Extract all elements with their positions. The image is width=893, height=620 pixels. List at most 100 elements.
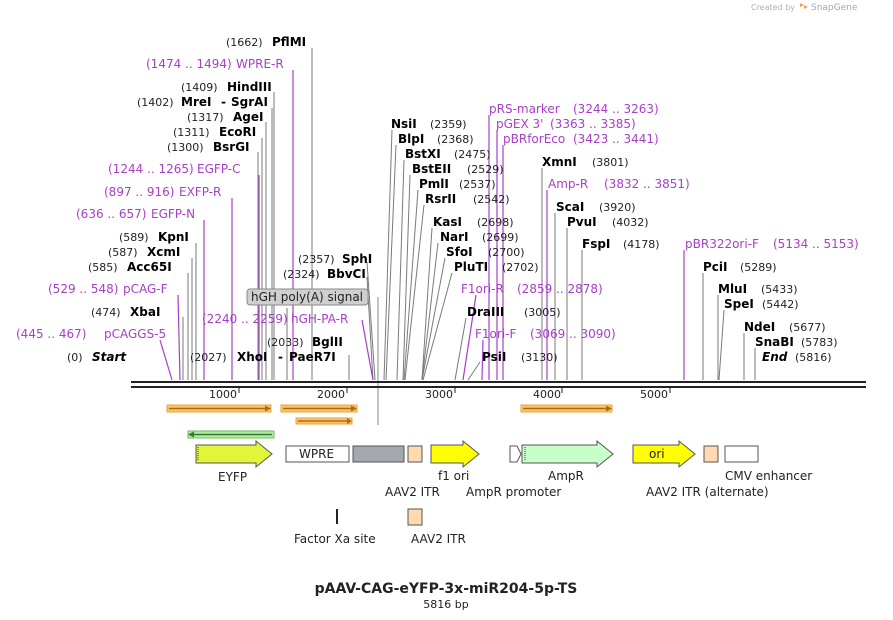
primer-name: EGFP-C: [197, 162, 240, 176]
site-label-pluti[interactable]: PluTI (2702): [454, 260, 539, 274]
site-label-kasi[interactable]: KasI (2698): [433, 215, 514, 229]
site-label-rsrii[interactable]: RsrII (2542): [425, 192, 510, 206]
feature-aav2-itr-alt[interactable]: AAV2 ITR (alternate): [646, 445, 769, 499]
site-name: SpeI: [724, 297, 754, 311]
site-name: HindIII: [227, 80, 272, 94]
site-label-snabi[interactable]: SnaBI (5783): [755, 335, 838, 349]
primer-label-f1ori-r[interactable]: F1ori-R (2859 .. 2878): [461, 282, 603, 296]
hgh-polya-callout[interactable]: hGH poly(A) signal: [246, 288, 379, 425]
legend-factor-xa[interactable]: Factor Xa site: [294, 509, 376, 546]
site-sep: -: [278, 350, 283, 364]
legend-label: AAV2 ITR: [411, 532, 466, 546]
itr-alt-box: [703, 445, 719, 463]
primer-label-egfp-n[interactable]: (636 .. 657) EGFP-N: [76, 207, 195, 221]
primer-name: hGH-PA-R: [291, 312, 348, 326]
site-label-nari[interactable]: NarI (2699): [440, 230, 519, 244]
ampr-promoter-arrow: [509, 445, 522, 463]
site-label-psii[interactable]: PsiI (3130): [482, 350, 558, 364]
primer-range: (3069 .. 3090): [530, 327, 616, 341]
primer-label-hgh-pa-r[interactable]: (2240 .. 2259) hGH-PA-R: [202, 312, 348, 326]
site-name: PvuI: [567, 215, 597, 229]
primer-label-pcag-f[interactable]: (529 .. 548) pCAG-F: [48, 282, 168, 296]
site-label-nsii[interactable]: NsiI (2359): [391, 117, 467, 131]
feature-cmv-enhancer[interactable]: CMV enhancer: [724, 445, 812, 483]
misc-arrow-2[interactable]: [280, 404, 358, 413]
primer-label-egfp-c[interactable]: (1244 .. 1265) EGFP-C: [108, 162, 240, 176]
ruler-tick: 2000: [317, 388, 345, 401]
primer-label-pcaggs-5[interactable]: (445 .. 467) pCAGGS-5: [16, 327, 166, 341]
site-name: Acc65I: [127, 260, 172, 274]
site-label-scai[interactable]: ScaI (3920): [556, 200, 636, 214]
site-label-pmli[interactable]: PmlI (2537): [419, 177, 496, 191]
site-label-fspi[interactable]: FspI (4178): [582, 237, 660, 251]
primer-label-pgex-3[interactable]: pGEX 3' (3363 .. 3385): [496, 117, 636, 131]
primer-name: Amp-R: [548, 177, 588, 191]
site-label-ndei[interactable]: NdeI (5677): [744, 320, 826, 334]
primer-label-amp-r[interactable]: Amp-R (3832 .. 3851): [548, 177, 690, 191]
site-label-ecori[interactable]: (1311) EcoRI: [173, 125, 256, 139]
site-label-bsteii[interactable]: BstEII (2529): [412, 162, 504, 176]
site-label-draiii[interactable]: DraIII (3005): [467, 305, 561, 319]
feature-label: ori: [649, 447, 665, 461]
site-label-pcii[interactable]: PciI (5289): [703, 260, 777, 274]
legend-aav2-itr[interactable]: AAV2 ITR: [407, 508, 466, 546]
site-label-end[interactable]: End (5816): [762, 350, 832, 364]
site-pos: (1317): [187, 111, 224, 124]
site-pos: (5289): [740, 261, 777, 274]
site-label-kpni[interactable]: (589) KpnI: [119, 230, 189, 244]
primer-label-f1ori-f[interactable]: F1ori-F (3069 .. 3090): [475, 327, 616, 341]
site-label-blpi[interactable]: BlpI (2368): [398, 132, 474, 146]
ampr-arrow: [521, 439, 614, 469]
site-name: PsiI: [482, 350, 506, 364]
site-label-xhoi[interactable]: (2027) XhoI - PaeR7I: [190, 350, 336, 364]
feature-ampr-promoter[interactable]: AmpR promoter: [466, 445, 561, 499]
site-name: NarI: [440, 230, 469, 244]
feature-hgh-polya[interactable]: [352, 445, 405, 463]
site-pos: (2542): [473, 193, 510, 206]
site-name: BbvCI: [327, 267, 366, 281]
site-label-sfoi[interactable]: SfoI (2700): [446, 245, 525, 259]
primer-range: (5134 .. 5153): [773, 237, 859, 251]
primer-label-wpre-r[interactable]: (1474 .. 1494) WPRE-R: [146, 57, 284, 71]
site-label-pvui[interactable]: PvuI (4032): [567, 215, 649, 229]
feature-eyfp[interactable]: EYFP: [195, 439, 273, 484]
site-label-bglii[interactable]: (2033) BglII: [267, 335, 343, 349]
feature-f1-ori[interactable]: f1 ori: [430, 439, 480, 483]
primer-name: pCAGGS-5: [104, 327, 166, 341]
feature-wpre[interactable]: WPRE: [285, 445, 350, 463]
site-pos: (3920): [599, 201, 636, 214]
primer-label-pbr322ori-f[interactable]: pBR322ori-F (5134 .. 5153): [685, 237, 859, 251]
site-label-agei[interactable]: (1317) AgeI: [187, 110, 263, 124]
cmv-box: [724, 445, 759, 463]
feature-ori[interactable]: ori: [632, 439, 696, 469]
primer-label-exfp-r[interactable]: (897 .. 916) EXFP-R: [104, 185, 221, 199]
site-label-pflmi[interactable]: (1662) PflMI: [226, 35, 306, 49]
site-label-xmni[interactable]: XmnI (3801): [542, 155, 629, 169]
primer-range: (3832 .. 3851): [604, 177, 690, 191]
misc-arrow-3[interactable]: [295, 417, 353, 425]
site-label-bstxi[interactable]: BstXI (2475): [405, 147, 491, 161]
misc-arrow-4[interactable]: [520, 404, 613, 413]
primer-label-prs-marker[interactable]: pRS-marker (3244 .. 3263): [489, 102, 659, 116]
site-label-spei[interactable]: SpeI (5442): [724, 297, 799, 311]
site-label-start[interactable]: (0) Start: [67, 350, 127, 364]
site-label-bsrgi[interactable]: (1300) BsrGI: [167, 140, 250, 154]
site-label-sphi[interactable]: (2357) SphI: [298, 252, 372, 266]
callout-box: [246, 288, 369, 306]
site-label-srei[interactable]: (1402) MreI - SgrAI: [137, 95, 268, 109]
primer-label-pbrforeco[interactable]: pBRforEco (3423 .. 3441): [503, 132, 659, 146]
site-label-xcmi[interactable]: (587) XcmI: [108, 245, 180, 259]
site-label-mlui[interactable]: MluI (5433): [718, 282, 798, 296]
site-name: Start: [92, 350, 127, 364]
site-pos: (585): [88, 261, 118, 274]
feature-label: AAV2 ITR: [385, 485, 440, 499]
site-label-hindiii[interactable]: (1409) HindIII: [181, 80, 272, 94]
feature-aav2-itr[interactable]: AAV2 ITR: [385, 445, 440, 499]
misc-arrow-1[interactable]: [166, 404, 272, 413]
green-reverse-arrow[interactable]: [187, 430, 275, 439]
site-label-xbai[interactable]: (474) XbaI: [91, 305, 160, 319]
feature-ampr[interactable]: AmpR: [521, 439, 614, 483]
site-pos: (3005): [524, 306, 561, 319]
site-label-acc65i[interactable]: (585) Acc65I: [88, 260, 172, 274]
site-label-bbvci[interactable]: (2324) BbvCI: [283, 267, 366, 281]
